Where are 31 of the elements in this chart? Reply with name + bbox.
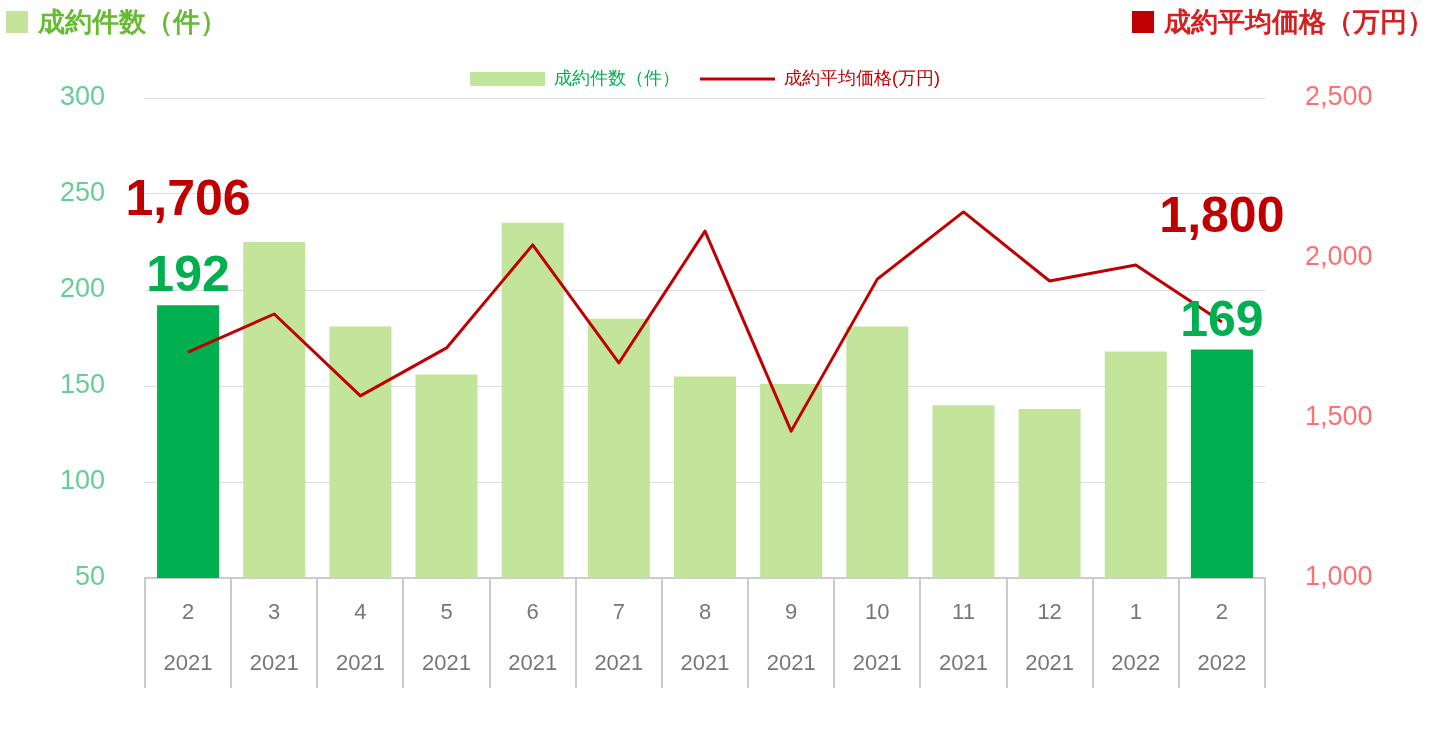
x-tick-label: 2 2022 (1197, 599, 1247, 675)
y-tick-label: 300 (59, 81, 105, 112)
y-tick-label: 150 (59, 369, 105, 400)
data-label: 192 (146, 246, 230, 303)
x-tick-label: 10 2021 (852, 599, 902, 675)
y2-tick-label: 1,000 (1305, 561, 1373, 592)
y-axis-title: 成約件数（件） (38, 6, 227, 39)
legend-label: 成約件数（件） (554, 67, 681, 88)
data-label: 1,800 (1159, 187, 1285, 243)
y-tick-label: 200 (59, 273, 105, 304)
y2-tick-label: 2,500 (1305, 81, 1373, 112)
x-tick-label: 12 2021 (1025, 599, 1075, 675)
x-tick-label: 8 2021 (680, 599, 730, 675)
y-tick-label: 250 (59, 177, 105, 208)
y2-tick-label: 1,500 (1305, 401, 1373, 432)
x-tick-label: 3 2021 (249, 599, 299, 675)
y-tick-label: 50 (74, 561, 105, 592)
x-tick-label: 9 2021 (766, 599, 816, 675)
legend-label: 成約平均価格(万円) (784, 67, 941, 88)
data-label: 1,706 (125, 170, 251, 227)
x-tick-label: 6 2021 (508, 599, 558, 675)
x-tick-label: 1 2022 (1111, 599, 1161, 675)
y2-axis-title: 成約平均価格（万円） (1164, 6, 1434, 39)
x-tick-label: 5 2021 (422, 599, 472, 675)
y2-tick-label: 2,000 (1305, 241, 1373, 272)
x-tick-label: 2 2021 (163, 599, 213, 675)
y-tick-label: 100 (59, 465, 105, 496)
x-tick-label: 11 2021 (938, 599, 988, 675)
x-tick-label: 4 2021 (335, 599, 385, 675)
data-label: 169 (1180, 290, 1264, 347)
x-tick-label: 7 2021 (594, 599, 644, 675)
